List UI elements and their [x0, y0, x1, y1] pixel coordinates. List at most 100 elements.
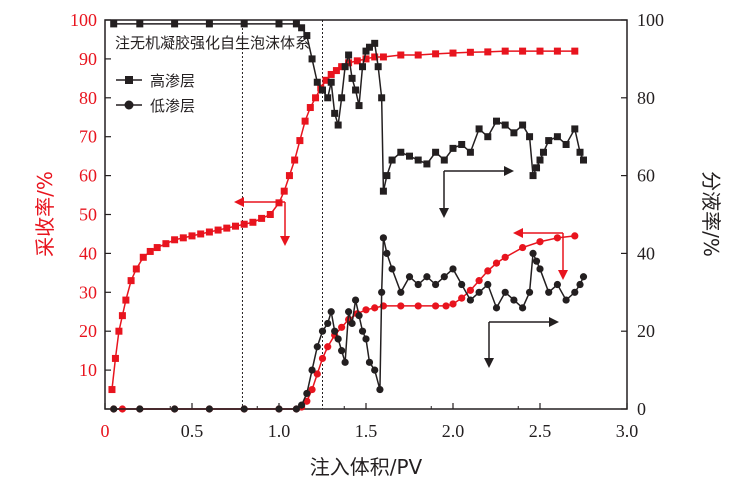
series-point — [232, 222, 239, 230]
series-point — [351, 296, 360, 304]
series-point — [405, 273, 414, 281]
series-point — [345, 51, 353, 59]
series-point — [379, 187, 387, 195]
series-point — [371, 366, 379, 374]
series-point — [110, 405, 118, 413]
series-point — [338, 347, 346, 355]
series-point — [327, 78, 335, 86]
y-left-tick-label: 50 — [79, 205, 97, 225]
series-point — [108, 386, 116, 394]
series-point — [423, 160, 431, 168]
series-point — [536, 238, 544, 246]
series-point — [553, 47, 561, 55]
series-point — [308, 366, 316, 374]
series-point — [365, 43, 373, 51]
series-point — [484, 48, 492, 56]
series-point — [449, 144, 457, 152]
legend-high-label: 高渗层 — [150, 72, 195, 90]
series-point — [532, 257, 541, 265]
series-point — [292, 405, 300, 413]
reference-lines — [241, 20, 323, 409]
series-point — [414, 280, 422, 289]
series-point — [136, 405, 144, 413]
series-point — [127, 277, 135, 285]
y-right-tick-label: 60 — [637, 166, 655, 186]
series-point — [501, 288, 509, 296]
series-point — [331, 327, 339, 335]
series-point — [536, 47, 544, 55]
series-point — [510, 296, 518, 304]
series-point — [324, 343, 332, 351]
series-point — [291, 156, 299, 164]
series-point — [365, 358, 374, 366]
series-point — [388, 156, 396, 164]
series-point — [162, 240, 170, 248]
series-point — [324, 94, 332, 102]
x-tick-label: 1.0 — [268, 421, 291, 441]
series-point — [539, 148, 547, 156]
series-point — [345, 308, 353, 316]
series-point — [139, 253, 147, 261]
series-point — [313, 343, 321, 351]
series-point — [240, 220, 248, 228]
series-point — [258, 214, 266, 222]
series-point — [341, 358, 349, 366]
series-point — [348, 319, 356, 328]
series-point — [122, 296, 130, 304]
series-point — [466, 296, 474, 304]
series-point — [362, 306, 370, 314]
y-right-tick-label: 0 — [637, 399, 646, 419]
series-point — [545, 137, 553, 145]
series-point — [275, 20, 283, 28]
series-point — [378, 94, 386, 102]
series-point — [338, 94, 346, 102]
series-point — [296, 137, 304, 145]
series-point — [348, 74, 356, 82]
y-left-tick-label: 20 — [79, 321, 97, 341]
series-point — [484, 280, 492, 289]
series-point — [362, 55, 370, 63]
series-point — [440, 156, 448, 164]
series-point — [171, 20, 179, 28]
series-point — [458, 140, 466, 148]
series-point — [529, 249, 537, 257]
series-point — [458, 294, 466, 302]
series-point — [519, 243, 527, 252]
series-point — [280, 187, 288, 195]
series-point — [132, 265, 140, 273]
series-point — [362, 335, 370, 343]
series-point — [388, 265, 396, 273]
series-point — [432, 50, 440, 58]
series-point — [249, 218, 257, 226]
series-point — [501, 47, 509, 55]
series-point — [322, 76, 330, 84]
series-point — [576, 280, 584, 289]
series-point — [576, 148, 584, 156]
series-point — [197, 230, 205, 238]
series-point — [303, 389, 311, 398]
series-point — [526, 133, 534, 141]
series-point — [334, 121, 342, 129]
series-point — [397, 302, 405, 310]
series-point — [115, 327, 123, 335]
y-right-tick-label: 80 — [637, 88, 655, 108]
series-point — [397, 148, 405, 156]
series-point — [292, 20, 300, 28]
series-point — [275, 405, 283, 413]
series-point — [406, 152, 413, 160]
series-point — [493, 117, 500, 125]
series-point — [285, 172, 293, 180]
series-point — [188, 232, 196, 240]
series-layer — [108, 20, 588, 413]
series-point — [359, 63, 367, 71]
series-point — [318, 354, 327, 363]
series-point — [397, 51, 405, 59]
y-left-tick-label: 90 — [79, 49, 97, 69]
series-point — [327, 308, 335, 316]
series-point — [414, 51, 422, 59]
series-point — [475, 288, 483, 296]
series-3 — [110, 234, 588, 413]
series-point — [432, 148, 440, 156]
x-axis-title: 注入体积/PV — [310, 455, 423, 479]
